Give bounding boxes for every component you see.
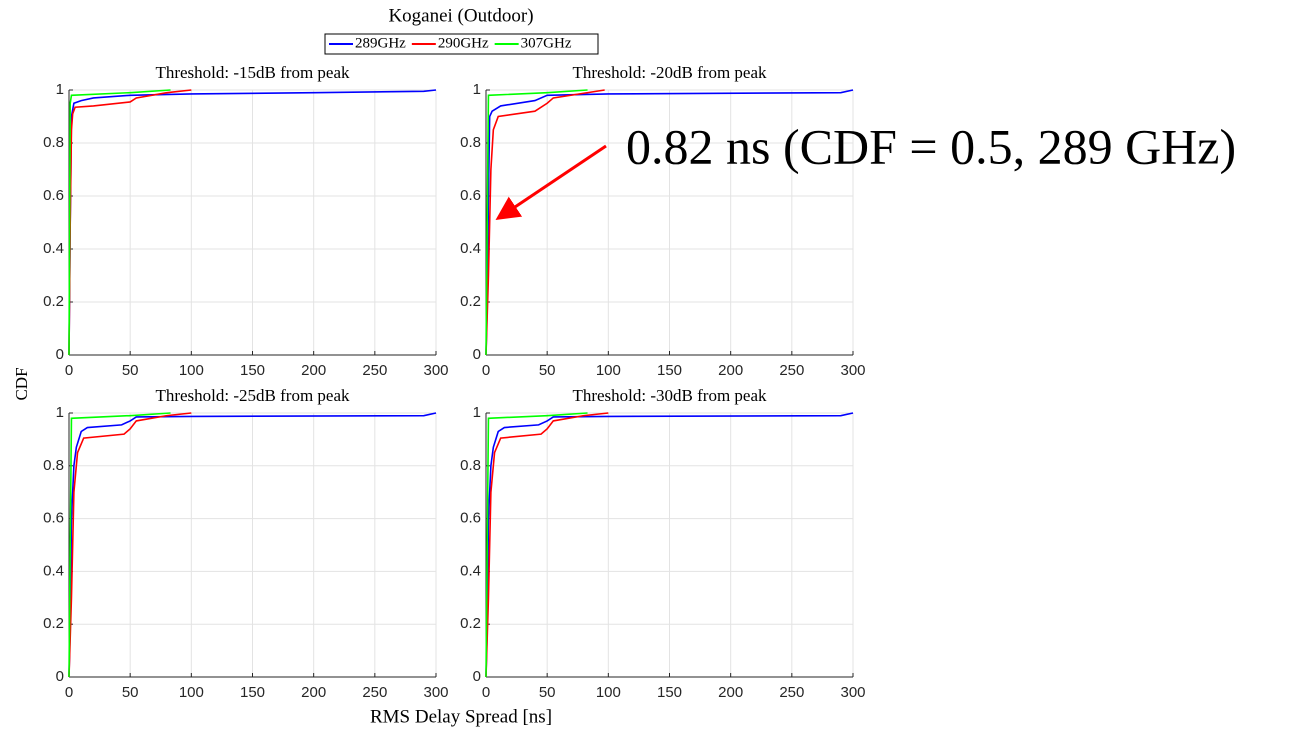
series-line — [68, 89, 171, 356]
series-line — [68, 89, 192, 356]
series-line — [68, 412, 192, 678]
x-tick-label: 0 — [65, 684, 73, 701]
x-tick-label: 250 — [362, 684, 387, 701]
subplot-title: Threshold: -20dB from peak — [572, 63, 767, 82]
legend-label: 290GHz — [438, 35, 489, 51]
x-tick-label: 50 — [122, 362, 139, 379]
x-tick-label: 100 — [179, 362, 204, 379]
y-tick-label: 0 — [473, 346, 481, 363]
x-tick-label: 200 — [301, 362, 326, 379]
subplot-title: Threshold: -30dB from peak — [572, 386, 767, 405]
series-line — [485, 89, 605, 356]
y-tick-label: 0.4 — [43, 240, 64, 257]
y-tick-label: 0.2 — [460, 615, 481, 632]
y-tick-label: 0.6 — [460, 187, 481, 204]
x-tick-label: 300 — [840, 362, 865, 379]
y-tick-label: 0.2 — [460, 293, 481, 310]
series-line — [68, 412, 171, 678]
x-tick-label: 0 — [482, 684, 490, 701]
y-tick-label: 1 — [473, 81, 481, 98]
x-axis-label: RMS Delay Spread [ns] — [370, 706, 552, 727]
subplot-title: Threshold: -25dB from peak — [155, 386, 350, 405]
x-tick-label: 300 — [423, 362, 448, 379]
y-tick-label: 0.8 — [43, 134, 64, 151]
x-tick-label: 100 — [596, 684, 621, 701]
x-tick-label: 0 — [65, 362, 73, 379]
series-line — [485, 89, 854, 356]
x-tick-label: 250 — [779, 362, 804, 379]
y-tick-label: 0 — [56, 668, 64, 685]
y-tick-label: 0.8 — [460, 134, 481, 151]
x-tick-label: 300 — [423, 684, 448, 701]
y-tick-label: 0.4 — [460, 240, 481, 257]
legend-box — [324, 33, 599, 55]
y-tick-label: 1 — [56, 81, 64, 98]
x-tick-label: 300 — [840, 684, 865, 701]
y-tick-label: 0.4 — [460, 562, 481, 579]
x-tick-label: 0 — [482, 362, 490, 379]
x-tick-label: 150 — [657, 362, 682, 379]
x-tick-label: 150 — [240, 684, 265, 701]
x-tick-label: 50 — [539, 362, 556, 379]
series-line — [485, 412, 609, 678]
y-axis-label: CDF — [12, 367, 31, 400]
y-tick-label: 1 — [56, 404, 64, 421]
series-line — [485, 412, 854, 678]
x-tick-label: 100 — [596, 362, 621, 379]
annotation-arrow — [495, 144, 607, 221]
series-line — [485, 412, 588, 678]
y-tick-label: 0.2 — [43, 293, 64, 310]
y-tick-label: 0.8 — [460, 457, 481, 474]
annotation: 0.82 ns (CDF = 0.5, 289 GHz) — [626, 118, 1236, 174]
x-tick-label: 50 — [122, 684, 139, 701]
x-tick-label: 200 — [718, 362, 743, 379]
y-tick-label: 0.6 — [43, 510, 64, 527]
figure-title: Koganei (Outdoor) — [388, 5, 533, 26]
x-tick-label: 250 — [779, 684, 804, 701]
x-tick-label: 150 — [240, 362, 265, 379]
y-tick-label: 0 — [56, 346, 64, 363]
legend-label: 289GHz — [355, 35, 406, 51]
series-line — [485, 89, 588, 356]
y-tick-label: 0.4 — [43, 562, 64, 579]
y-tick-label: 1 — [473, 404, 481, 421]
subplot-title: Threshold: -15dB from peak — [155, 63, 350, 82]
y-tick-label: 0 — [473, 668, 481, 685]
x-tick-label: 150 — [657, 684, 682, 701]
legend-label: 307GHz — [521, 35, 572, 51]
y-tick-label: 0.6 — [460, 510, 481, 527]
y-tick-label: 0.6 — [43, 187, 64, 204]
x-tick-label: 250 — [362, 362, 387, 379]
y-tick-label: 0.2 — [43, 615, 64, 632]
plots: 0 50 100 150 200 250 30000.20.40.60.81Threshol… — [43, 63, 865, 701]
series-line — [68, 412, 437, 678]
x-tick-label: 200 — [301, 684, 326, 701]
x-tick-label: 200 — [718, 684, 743, 701]
x-tick-label: 100 — [179, 684, 204, 701]
y-tick-label: 0.8 — [43, 457, 64, 474]
x-tick-label: 50 — [539, 684, 556, 701]
